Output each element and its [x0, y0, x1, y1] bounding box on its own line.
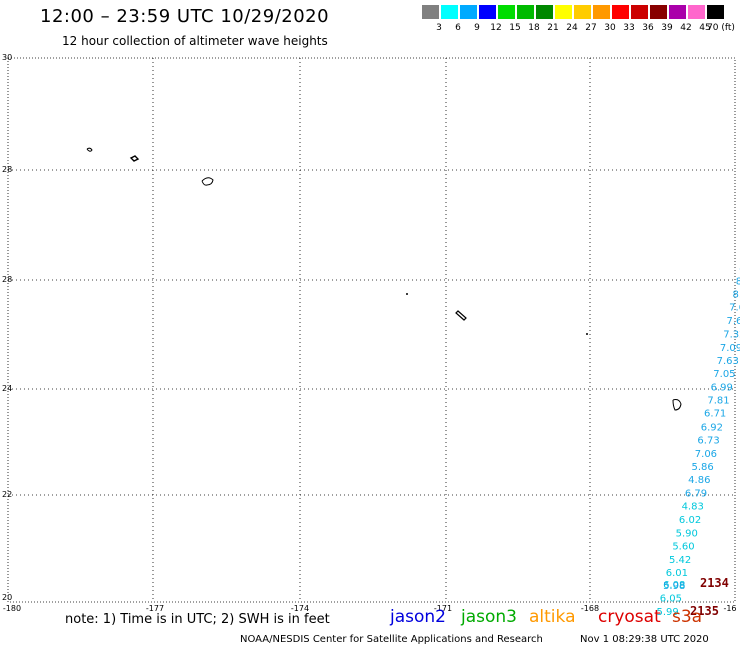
x-tick-label: -171 [434, 604, 452, 613]
color-scale-label: 24 [566, 23, 578, 33]
color-scale-label: 15 [509, 23, 521, 33]
color-swatch [669, 5, 686, 19]
wave-height-label: 8.16 [736, 276, 740, 287]
footer-note: note: 1) Time is in UTC; 2) SWH is in fe… [65, 612, 330, 627]
color-swatch [441, 5, 458, 19]
color-scale-label: 12 [490, 23, 502, 33]
plot-border [7, 57, 736, 603]
satellite-jason3: jason3 [461, 607, 517, 627]
y-tick-label: 28 [2, 165, 12, 174]
color-scale-label: 42 [680, 23, 692, 33]
color-swatch [555, 5, 572, 19]
x-tick-label: -177 [146, 604, 164, 613]
island-outline [455, 310, 467, 321]
wave-height-label: 8.10 [732, 290, 740, 301]
wave-height-label: 4.86 [688, 475, 710, 486]
color-swatch [536, 5, 553, 19]
color-scale-label: 27 [585, 23, 597, 33]
y-tick-label: 22 [2, 490, 12, 499]
chart-subtitle: 12 hour collection of altimeter wave hei… [62, 34, 328, 48]
color-swatch [422, 5, 439, 19]
color-swatch [593, 5, 610, 19]
wave-height-label: 6.02 [679, 515, 701, 526]
wave-height-label: 5.90 [676, 528, 698, 539]
color-scale-label: 21 [547, 23, 559, 33]
satellite-jason2: jason2 [390, 607, 446, 627]
chart-title: 12:00 – 23:59 UTC 10/29/2020 [40, 6, 330, 27]
satellite-cryosat: cryosat [598, 607, 661, 627]
color-scale-label: 9 [474, 23, 480, 33]
island-outlines [86, 147, 682, 411]
island-outline [129, 155, 140, 162]
grid-lines [8, 58, 735, 602]
generation-timestamp: Nov 1 08:29:38 UTC 2020 [580, 634, 709, 645]
wave-height-label: 5.98 [663, 581, 685, 592]
wave-height-label: 5.99 [656, 607, 678, 618]
wave-height-label: 6.73 [697, 435, 719, 446]
wave-height-label: 7.61 [729, 303, 740, 314]
wave-height-label: 6.71 [704, 409, 726, 420]
color-scale-label: 70 (ft) [707, 23, 735, 33]
y-tick-label: 30 [2, 53, 12, 62]
color-scale-label: 36 [642, 23, 654, 33]
wave-height-label: 5.42 [669, 555, 691, 566]
wave-height-label: 4.83 [682, 502, 704, 513]
axis-tick-labels: -180 -177 -174 -171 -168 -16 30 28 28 24 22 20 [2, 53, 737, 613]
y-tick-label: 24 [2, 384, 12, 393]
wave-height-label: 6.79 [685, 489, 707, 500]
color-swatch [707, 5, 724, 19]
wave-height-label: 7.63 [727, 316, 740, 327]
color-swatch [479, 5, 496, 19]
pass-number-labels: 2132213321342135 [690, 576, 729, 618]
color-swatch [631, 5, 648, 19]
satellite-s3a: s3a [672, 607, 703, 627]
x-tick-label: -180 [3, 604, 21, 613]
x-tick-label: -16 [723, 604, 736, 613]
color-scale-label: 45 [699, 23, 711, 33]
wave-height-label: 7.63 [717, 356, 739, 367]
wave-height-label: 7.05 [713, 369, 735, 380]
wave-height-label: 5.60 [672, 541, 694, 552]
x-tick-label: -168 [581, 604, 599, 613]
island-outline [672, 399, 682, 411]
color-scale-label: 33 [623, 23, 635, 33]
color-scale-label: 39 [661, 23, 673, 33]
color-swatch [498, 5, 515, 19]
island-outline [86, 147, 93, 152]
pass-number: 2134 [700, 576, 729, 590]
wave-height-label: 7.06 [695, 449, 717, 460]
color-swatch [688, 5, 705, 19]
credit-line: NOAA/NESDIS Center for Satellite Applica… [240, 634, 543, 645]
color-swatch [574, 5, 591, 19]
wave-height-label: 6.01 [666, 568, 688, 579]
wave-height-label: 7.32 [723, 329, 740, 340]
x-tick-label: -174 [291, 604, 309, 613]
y-tick-label: 28 [2, 275, 12, 284]
wave-height-label: 7.09 [720, 343, 740, 354]
satellite-altika: altika [529, 607, 576, 627]
wave-height-label: 6.08 [663, 580, 685, 591]
pass-number: 2135 [690, 604, 719, 618]
plot-frame [7, 57, 736, 603]
wave-height-label: 6.92 [701, 422, 723, 433]
color-swatch [612, 5, 629, 19]
island-outline [586, 333, 588, 335]
color-swatch [517, 5, 534, 19]
island-outline [406, 293, 408, 295]
color-scale-label: 30 [604, 23, 616, 33]
color-scale-label: 18 [528, 23, 540, 33]
wave-height-label: 6.99 [711, 383, 733, 394]
color-scale-label: 3 [436, 23, 442, 33]
color-swatch [650, 5, 667, 19]
wave-height-label: 5.86 [691, 462, 713, 473]
color-swatch [460, 5, 477, 19]
wave-height-label: 6.05 [660, 594, 682, 605]
island-outline [201, 177, 214, 186]
wave-height-values: 8.238.788.829.088.808.508.259.519.158.36… [656, 263, 740, 618]
wave-height-label: 7.81 [707, 396, 729, 407]
color-scale-label: 6 [455, 23, 461, 33]
y-tick-label: 20 [2, 593, 12, 602]
